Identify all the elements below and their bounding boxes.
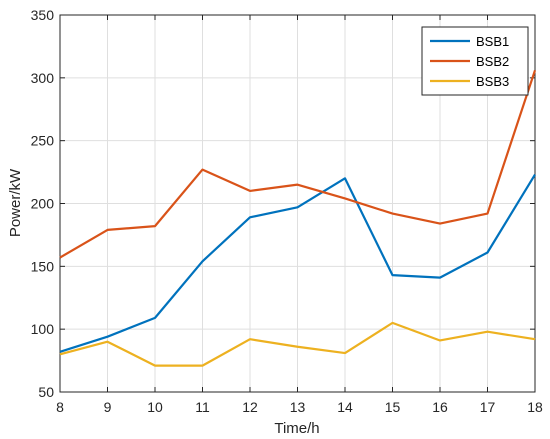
axes xyxy=(59,14,536,393)
y-tick-label: 350 xyxy=(31,7,55,23)
x-tick-label: 17 xyxy=(480,399,496,415)
x-tick-label: 18 xyxy=(527,399,543,415)
series-line-bsb2 xyxy=(59,69,537,259)
x-axis-label: Time/h xyxy=(274,420,319,437)
x-tick-label: 8 xyxy=(56,399,64,415)
legend-label-bsb3: BSB3 xyxy=(476,74,509,89)
y-tick-label: 250 xyxy=(31,133,55,149)
x-tick-label: 16 xyxy=(432,399,448,415)
y-tick-label: 100 xyxy=(31,321,55,337)
x-tick-label: 14 xyxy=(337,399,353,415)
y-axis-label: Power/kW xyxy=(7,168,24,237)
x-tick-label: 12 xyxy=(242,399,258,415)
series-line-bsb1 xyxy=(59,174,536,353)
tick-labels: 8 9 10 11 12 13 14 15 16 17 18 50 100 150 200 250 300 350 xyxy=(31,7,543,415)
series-line-bsb3 xyxy=(59,321,536,367)
x-tick-label: 9 xyxy=(104,399,112,415)
x-tick-label: 10 xyxy=(147,399,163,415)
y-tick-label: 300 xyxy=(31,70,55,86)
x-tick-label: 15 xyxy=(385,399,401,415)
y-tick-label: 50 xyxy=(38,384,54,400)
legend-label-bsb1: BSB1 xyxy=(476,34,509,49)
y-tick-label: 150 xyxy=(31,258,55,274)
x-tick-label: 11 xyxy=(195,399,210,415)
legend: BSB1 BSB2 BSB3 xyxy=(421,26,529,96)
series-lines xyxy=(59,69,537,367)
x-tick-label: 13 xyxy=(290,399,306,415)
legend-label-bsb2: BSB2 xyxy=(476,54,509,69)
y-tick-label: 200 xyxy=(31,196,55,212)
